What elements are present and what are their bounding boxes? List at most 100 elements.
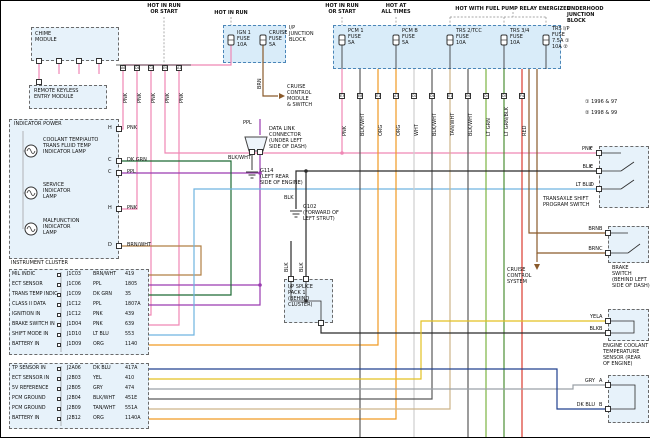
table-row-connector: J1C12 [67,312,81,317]
wire-rot-pnk-5: PNK [179,92,185,103]
header-hot-in-run-or-start-2: HOT IN RUN OR START [325,3,359,15]
pin-23 [116,170,122,176]
wire-pnk-2 [122,65,138,210]
table-row-circuit: 553 [125,332,135,337]
wire-pnk-3 [149,65,152,316]
pin-36 [303,276,309,282]
pin-28 [596,186,602,192]
table-row-pin [57,313,61,317]
label-cruise-system: CRUISE CONTROL SYSTEM [507,267,532,285]
table-row-pin [57,283,61,287]
cluster-wire-dkgrn: DK GRN [127,157,147,163]
table-row-wire-color: ORG [93,342,104,347]
coolant-temp-lamp-filament [26,148,36,154]
wire-rot-mid-10: LT GRN/BLK [504,106,510,136]
fuse-label-pcmb: PCM B FUSE 5A [402,28,418,46]
table-row-connector: J1C09 [67,292,81,297]
table-row-name: BATTERY IN [12,416,40,421]
table-row-circuit: 419 [125,272,135,277]
junction-dot-3 [258,283,262,287]
table-row-name: PCM GROUND [12,406,46,411]
tp-pin-b: B [599,402,603,408]
pin-32 [605,330,611,336]
label-malfunction-lamp: MALFUNCTION INDICATOR LAMP [43,218,80,236]
wire-blk-53 [611,320,635,334]
label-cruise-module: CRUISE CONTROL MODULE & SWITCH [287,84,313,108]
wire-rot-pnk-3: PNK [151,92,157,103]
table-row-name: BRAKE SWITCH IN [12,322,55,327]
pin-F4: F4 [519,93,525,99]
wire-rot-brn: BRN [257,78,263,89]
brake-wire-brn2: BRN [588,246,599,252]
pin-26 [596,150,602,156]
pin-D1: D1 [411,93,417,99]
service-lamp-filament [26,190,36,196]
label-coolant-lamp: COOLANT TEMP/AUTO TRANS FLUID TEMP INDIC… [43,137,99,155]
pin-E1: E1 [375,93,381,99]
transaxle-wire-ltblu: LT BLU [575,182,592,188]
junction-dot-0 [340,151,344,155]
table-row-connector: J1D10 [67,332,82,337]
table-row-connector: J2A06 [67,366,81,371]
cluster-wire-pnk2: PNK [127,205,138,211]
wire-brn-10 [262,45,278,97]
note-1998-99: ② 1998 & 99 [585,110,618,116]
header-hot-in-run: HOT IN RUN [214,10,248,16]
ect-wire-yel: YEL [590,314,599,320]
pin-9 [36,79,42,85]
table-row-pin [57,273,61,277]
table-row-connector: J1C06 [67,282,81,287]
tp-wire-gry: GRY [584,378,595,384]
table-row-circuit: 1140A [125,416,141,421]
wire-org-19 [149,69,397,420]
table-row-circuit: 1807A [125,302,141,307]
table-row-pin [57,303,61,307]
header-hot-at-all-times: HOT AT ALL TIMES [381,3,411,15]
table-row-pin [57,367,61,371]
table-row-name: TP SENSOR IN [12,366,46,371]
header-hot-in-run-or-start-1: HOT IN RUN OR START [147,3,181,15]
table-row-wire-color: YEL [93,376,102,381]
wire-blk-52 [627,243,641,254]
pin-31 [605,318,611,324]
label-transaxle-switch: TRANSAXLE SHIFT PROGRAM SWITCH [543,196,590,208]
wire-rot-blk-1: BLK [284,262,290,273]
wire-rot-mid-1: PNK [342,125,348,136]
wire-rot-mid-7: TAN/WHT [450,112,456,136]
cluster-wire-pnk1: PNK [127,125,138,131]
wire-blk-35 [320,326,605,334]
pin-22 [116,158,122,164]
label-service-lamp: SERVICE INDICATOR LAMP [43,182,71,200]
wire-rot-mid-3: ORG [378,124,384,136]
junction-dot-4 [304,299,308,303]
table-row-connector: J2B12 [67,416,81,421]
label-underhood-junction-block: UNDERHOOD JUNCTION BLOCK [567,6,604,24]
table-row-wire-color: PNK [93,322,103,327]
pin-C8: C8 [148,65,154,71]
wire-rot-mid-8: BLK/WHT [468,113,474,136]
pin-7 [76,58,82,64]
pin-27 [596,168,602,174]
label-indicator-power: INDICATOR POWER [14,121,62,127]
pin-33 [605,382,611,388]
wire-dk-blu-38 [149,368,605,410]
transaxle-pin-d: D [590,182,594,188]
table-row-wire-color: DK GRN [93,292,113,297]
table-row-pin [57,397,61,401]
label-blk: BLK [284,195,294,201]
table-row-connector: J1D04 [67,322,82,327]
table-row-connector: J1C12 [67,302,81,307]
table-row-wire-color: ORG [93,416,104,421]
junction-dot-1 [304,169,308,173]
table-row-circuit: 551A [125,406,138,411]
wire-rot-mid-6: BLK/WHT [432,113,438,136]
table-row-name: SHIFT MODE IN [12,332,49,337]
wire-pnk-0 [123,45,232,66]
pin-39 [257,149,263,155]
wire-blk-48 [620,161,635,172]
cluster-pin-letter-c1: C [108,157,112,163]
label-splice-pack: I/P SPLICE PACK 1 (BEHIND CLUSTER) [288,284,313,308]
pin-38 [249,149,255,155]
table-row-wire-color: TAN/WHT [93,406,116,411]
pin-A6: A6 [120,65,126,71]
